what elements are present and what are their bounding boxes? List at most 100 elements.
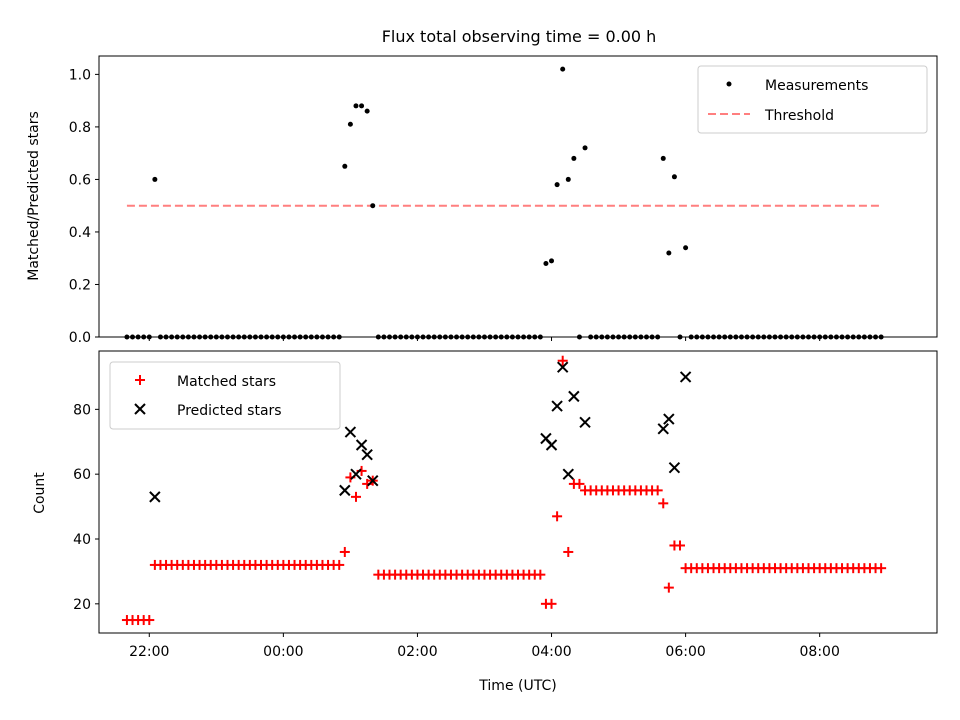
measurement-point [554,182,560,188]
measurement-point [861,334,867,340]
measurement-point [442,334,448,340]
measurement-point [504,334,510,340]
measurement-point [314,334,320,340]
measurement-point [766,334,772,340]
predicted-star-point [350,468,362,480]
measurement-point [197,334,203,340]
measurement-point [381,334,387,340]
measurement-point [124,334,130,340]
x-tick-label: 06:00 [665,644,705,660]
count-legend: Matched stars Predicted stars [109,361,341,430]
measurement-point [811,334,817,340]
measurement-point [236,334,242,340]
count-axes-frame [98,350,938,634]
measurement-point [850,334,856,340]
measurement-point [817,334,823,340]
count-y-tick-label: 80 [73,402,91,418]
measurement-point [839,334,845,340]
measurement-point [180,334,186,340]
matched-star-point [350,491,361,502]
measurement-point [414,334,420,340]
measurement-point [319,334,325,340]
measurement-point [252,334,258,340]
measurement-point [325,334,331,340]
measurement-point [426,334,432,340]
measurement-point [470,334,476,340]
predicted-stars-points [149,361,692,503]
matched-stars-points [121,355,887,626]
x-tick-label: 08:00 [800,644,840,660]
measurement-point [800,334,806,340]
predicted-star-point [679,371,692,383]
measurement-point [649,334,655,340]
predicted-star-point [339,484,351,497]
measurement-point [431,334,437,340]
predicted-star-point [149,491,161,503]
measurement-point [543,260,549,266]
measurement-point [219,334,225,340]
measurement-point [532,334,538,340]
predicted-star-point [551,400,563,412]
measurement-point [174,334,180,340]
measurement-point [398,334,404,340]
measurement-point [604,334,610,340]
legend-label-threshold: Threshold [764,108,834,124]
predicted-star-point [355,439,368,451]
measurement-point [828,334,834,340]
matched-star-point [535,569,546,580]
ratio-y-tick-label: 0.0 [69,330,91,346]
measurement-point [342,163,348,169]
measurement-point [135,334,141,340]
measurement-point [671,174,677,180]
measurement-point [387,334,393,340]
ratio-y-tick-label: 0.2 [69,277,91,293]
measurement-point [152,176,158,182]
measurement-point [806,334,812,340]
measurement-point [331,334,337,340]
ratio-y-tick-label: 1.0 [69,67,91,83]
measurement-point [755,334,761,340]
count-y-axis: 20 40 60 80 [73,402,99,613]
measurement-point [571,155,577,161]
predicted-star-point [579,416,591,429]
legend-marker-matched [135,375,145,385]
measurement-point [873,334,879,340]
measurement-point [878,334,884,340]
measurement-point [297,334,303,340]
measurement-point [537,334,543,340]
measurement-point [733,334,739,340]
matched-star-point [334,559,345,570]
measurement-point [191,334,197,340]
measurement-point [213,334,219,340]
legend-label-predicted: Predicted stars [177,403,282,419]
predicted-star-point [562,468,574,480]
measurement-point [208,334,214,340]
x-tick-label: 04:00 [531,644,571,660]
x-tick-label: 00:00 [263,644,303,660]
measurement-point [264,334,270,340]
measurement-point [588,334,594,340]
measurement-point [565,176,571,182]
measurement-point [526,334,532,340]
predicted-star-point [663,413,675,425]
measurement-point [549,258,555,264]
legend-label-measurements: Measurements [765,78,868,94]
legend-marker-measurements [726,81,732,87]
measurement-point [403,334,409,340]
x-axis-label: Time (UTC) [478,678,556,694]
matched-star-point [574,478,585,489]
measurement-point [437,334,443,340]
measurement-point [359,103,365,109]
measurement-point [146,334,152,340]
measurement-point [632,334,638,340]
matched-star-point [876,563,887,574]
measurement-point [856,334,862,340]
measurement-point [660,155,666,161]
measurement-point [599,334,605,340]
measurement-point [845,334,851,340]
matched-star-point [546,598,557,609]
measurement-point [515,334,521,340]
matched-star-point [658,498,669,509]
matched-star-point [552,511,563,522]
